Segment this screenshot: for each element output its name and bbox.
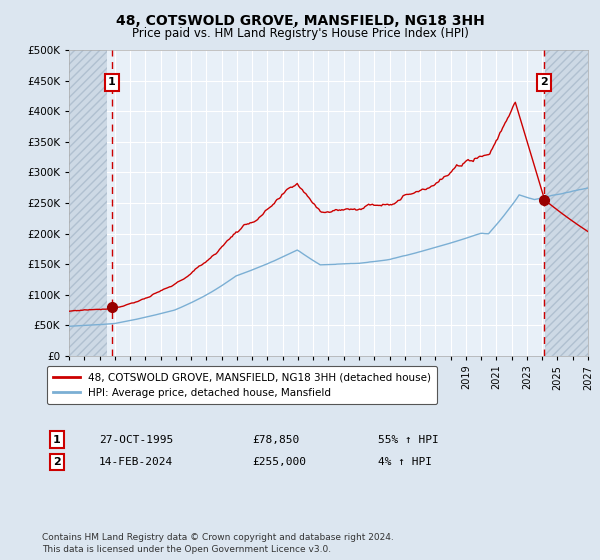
Text: 2: 2 (540, 77, 548, 87)
Text: 14-FEB-2024: 14-FEB-2024 (99, 457, 173, 467)
Bar (545, 50, 588, 356)
Text: 55% ↑ HPI: 55% ↑ HPI (378, 435, 439, 445)
Text: 1: 1 (53, 435, 61, 445)
Text: 1: 1 (108, 77, 116, 87)
Text: 4% ↑ HPI: 4% ↑ HPI (378, 457, 432, 467)
Text: 48, COTSWOLD GROVE, MANSFIELD, NG18 3HH: 48, COTSWOLD GROVE, MANSFIELD, NG18 3HH (116, 14, 484, 28)
Text: 27-OCT-1995: 27-OCT-1995 (99, 435, 173, 445)
Bar (69, 50, 107, 356)
Text: £255,000: £255,000 (252, 457, 306, 467)
Text: £78,850: £78,850 (252, 435, 299, 445)
Text: Price paid vs. HM Land Registry's House Price Index (HPI): Price paid vs. HM Land Registry's House … (131, 27, 469, 40)
Legend: 48, COTSWOLD GROVE, MANSFIELD, NG18 3HH (detached house), HPI: Average price, de: 48, COTSWOLD GROVE, MANSFIELD, NG18 3HH … (47, 366, 437, 404)
Text: 2: 2 (53, 457, 61, 467)
Text: Contains HM Land Registry data © Crown copyright and database right 2024.
This d: Contains HM Land Registry data © Crown c… (42, 533, 394, 554)
